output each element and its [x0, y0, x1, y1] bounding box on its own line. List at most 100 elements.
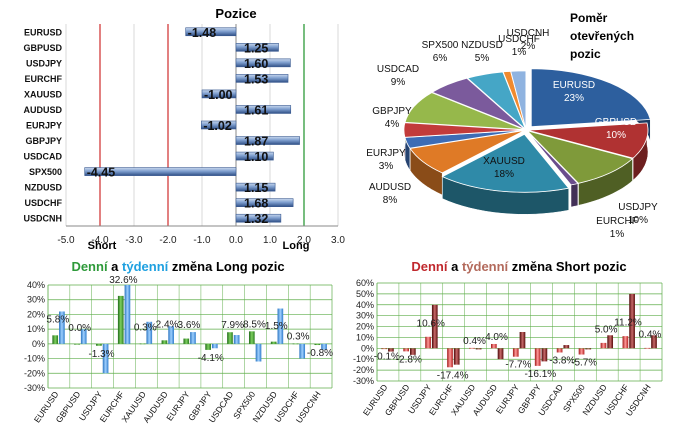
pie-slice-percent: 5% — [475, 53, 490, 64]
change-tick-label: 40% — [356, 300, 374, 310]
position-category-label: USDJPY — [26, 58, 62, 68]
pie-slice-top — [431, 77, 525, 130]
change-tick-label: 30% — [27, 295, 45, 305]
position-bar — [201, 120, 237, 130]
change-bar — [403, 348, 410, 352]
change-value-label: -16.1% — [524, 369, 556, 380]
change-bar — [651, 335, 657, 349]
change-bar — [491, 343, 497, 349]
position-value-label: -1.02 — [203, 119, 232, 133]
pie-slice-name: EURCHF — [596, 216, 638, 227]
pie-slice-top — [526, 130, 634, 184]
change-tick-label: 50% — [356, 289, 374, 299]
change-bar — [161, 340, 168, 344]
change-value-label: -7.7% — [505, 360, 531, 371]
change-bar — [447, 348, 453, 368]
change-value-label: 3.6% — [178, 320, 201, 331]
position-value-label: -1.48 — [188, 26, 217, 40]
pie-slice-top — [466, 71, 526, 130]
change-bar — [534, 348, 541, 366]
long-title-part-3: týdenní — [122, 259, 169, 274]
position-value-label: 1.32 — [244, 212, 268, 226]
change-bar — [497, 348, 504, 360]
position-category-label: GBPUSD — [23, 43, 62, 53]
change-tick-label: 0% — [361, 343, 374, 353]
change-value-label: 0.4% — [639, 329, 662, 340]
position-bar — [235, 136, 300, 145]
pie-slice-name: USDJPY — [618, 202, 658, 213]
position-category-label: AUDUSD — [23, 105, 62, 115]
pie-slice-percent: 4% — [385, 119, 400, 130]
change-bar — [629, 293, 635, 349]
change-value-label: -3.8% — [549, 355, 575, 366]
change-tick-label: -30% — [353, 376, 374, 386]
long-title-part-2: a — [108, 259, 122, 274]
short-title-part-1: Denní — [411, 259, 448, 274]
pie-title-line-1: Poměr — [570, 11, 608, 25]
change-value-label: 4.0% — [485, 332, 508, 343]
pie-slice-name: EURUSD — [553, 80, 595, 91]
change-tick-label: 30% — [356, 311, 374, 321]
change-bar — [102, 343, 109, 374]
pie-slice-top — [527, 122, 649, 159]
position-category-label: XAUUSD — [24, 89, 63, 99]
change-bar — [74, 343, 80, 345]
change-value-label: -5.7% — [571, 358, 597, 369]
positions-tick-label: 2.0 — [297, 235, 311, 246]
change-value-label: 11.2% — [614, 318, 642, 329]
change-bar — [388, 348, 394, 352]
pie-slice-percent: 18% — [494, 169, 514, 180]
position-value-label: 1.87 — [244, 135, 268, 149]
change-bar — [277, 308, 284, 344]
change-value-label: -17.4% — [437, 370, 469, 381]
pie-slices — [403, 68, 651, 215]
change-bar — [96, 343, 102, 346]
change-value-label: -0.1% — [374, 351, 400, 362]
positions-tick-label: -1.0 — [193, 235, 211, 246]
position-value-label: 1.10 — [244, 150, 268, 164]
change-bar — [211, 343, 218, 349]
change-value-label: 10.6% — [417, 318, 445, 329]
long-change-title: Denní a týdenní změna Long pozic — [71, 259, 284, 274]
change-bar — [248, 331, 255, 344]
pie-slice-percent: 3% — [379, 161, 394, 172]
position-bar — [235, 58, 291, 68]
positions-tick-label: -2.0 — [159, 235, 177, 246]
change-bar — [381, 348, 388, 350]
position-category-label: EURJPY — [26, 121, 62, 131]
pie-title-line-2: otevřených — [570, 29, 634, 43]
change-bar — [80, 329, 87, 344]
change-tick-label: 0% — [32, 339, 45, 349]
position-bar — [235, 213, 282, 223]
pie-slice-percent: 10% — [628, 215, 648, 226]
position-category-label: GBPJPY — [25, 136, 62, 146]
change-bar — [314, 343, 321, 346]
position-category-label: EURUSD — [24, 27, 63, 37]
pie-slice-percent: 1% — [512, 47, 527, 58]
change-bar — [292, 343, 299, 345]
change-bar — [512, 348, 519, 357]
change-bar — [146, 321, 153, 344]
change-tick-label: -20% — [24, 368, 45, 378]
position-category-label: EURCHF — [25, 74, 63, 84]
pie-slice-name: GBPJPY — [372, 106, 412, 117]
pie-slice-side — [570, 183, 579, 208]
change-value-label: 0.3% — [134, 323, 157, 334]
position-bar — [235, 198, 294, 207]
change-tick-label: 40% — [27, 280, 45, 290]
position-value-label: 1.53 — [244, 72, 268, 86]
positions-title: Pozice — [215, 6, 256, 21]
position-bar — [84, 167, 237, 176]
change-bar — [541, 348, 548, 362]
change-bar — [425, 336, 431, 349]
change-bar — [117, 295, 124, 344]
change-value-label: -1.3% — [88, 349, 114, 360]
change-bar — [59, 311, 65, 344]
change-value-label: 0.3% — [287, 331, 310, 342]
change-value-label: 0.0% — [68, 323, 91, 334]
long-label: Long — [283, 240, 310, 252]
pie-slice-name: NZDUSD — [461, 40, 503, 51]
change-tick-label: 60% — [356, 278, 374, 288]
change-bar — [556, 348, 563, 353]
change-bar — [183, 338, 190, 344]
